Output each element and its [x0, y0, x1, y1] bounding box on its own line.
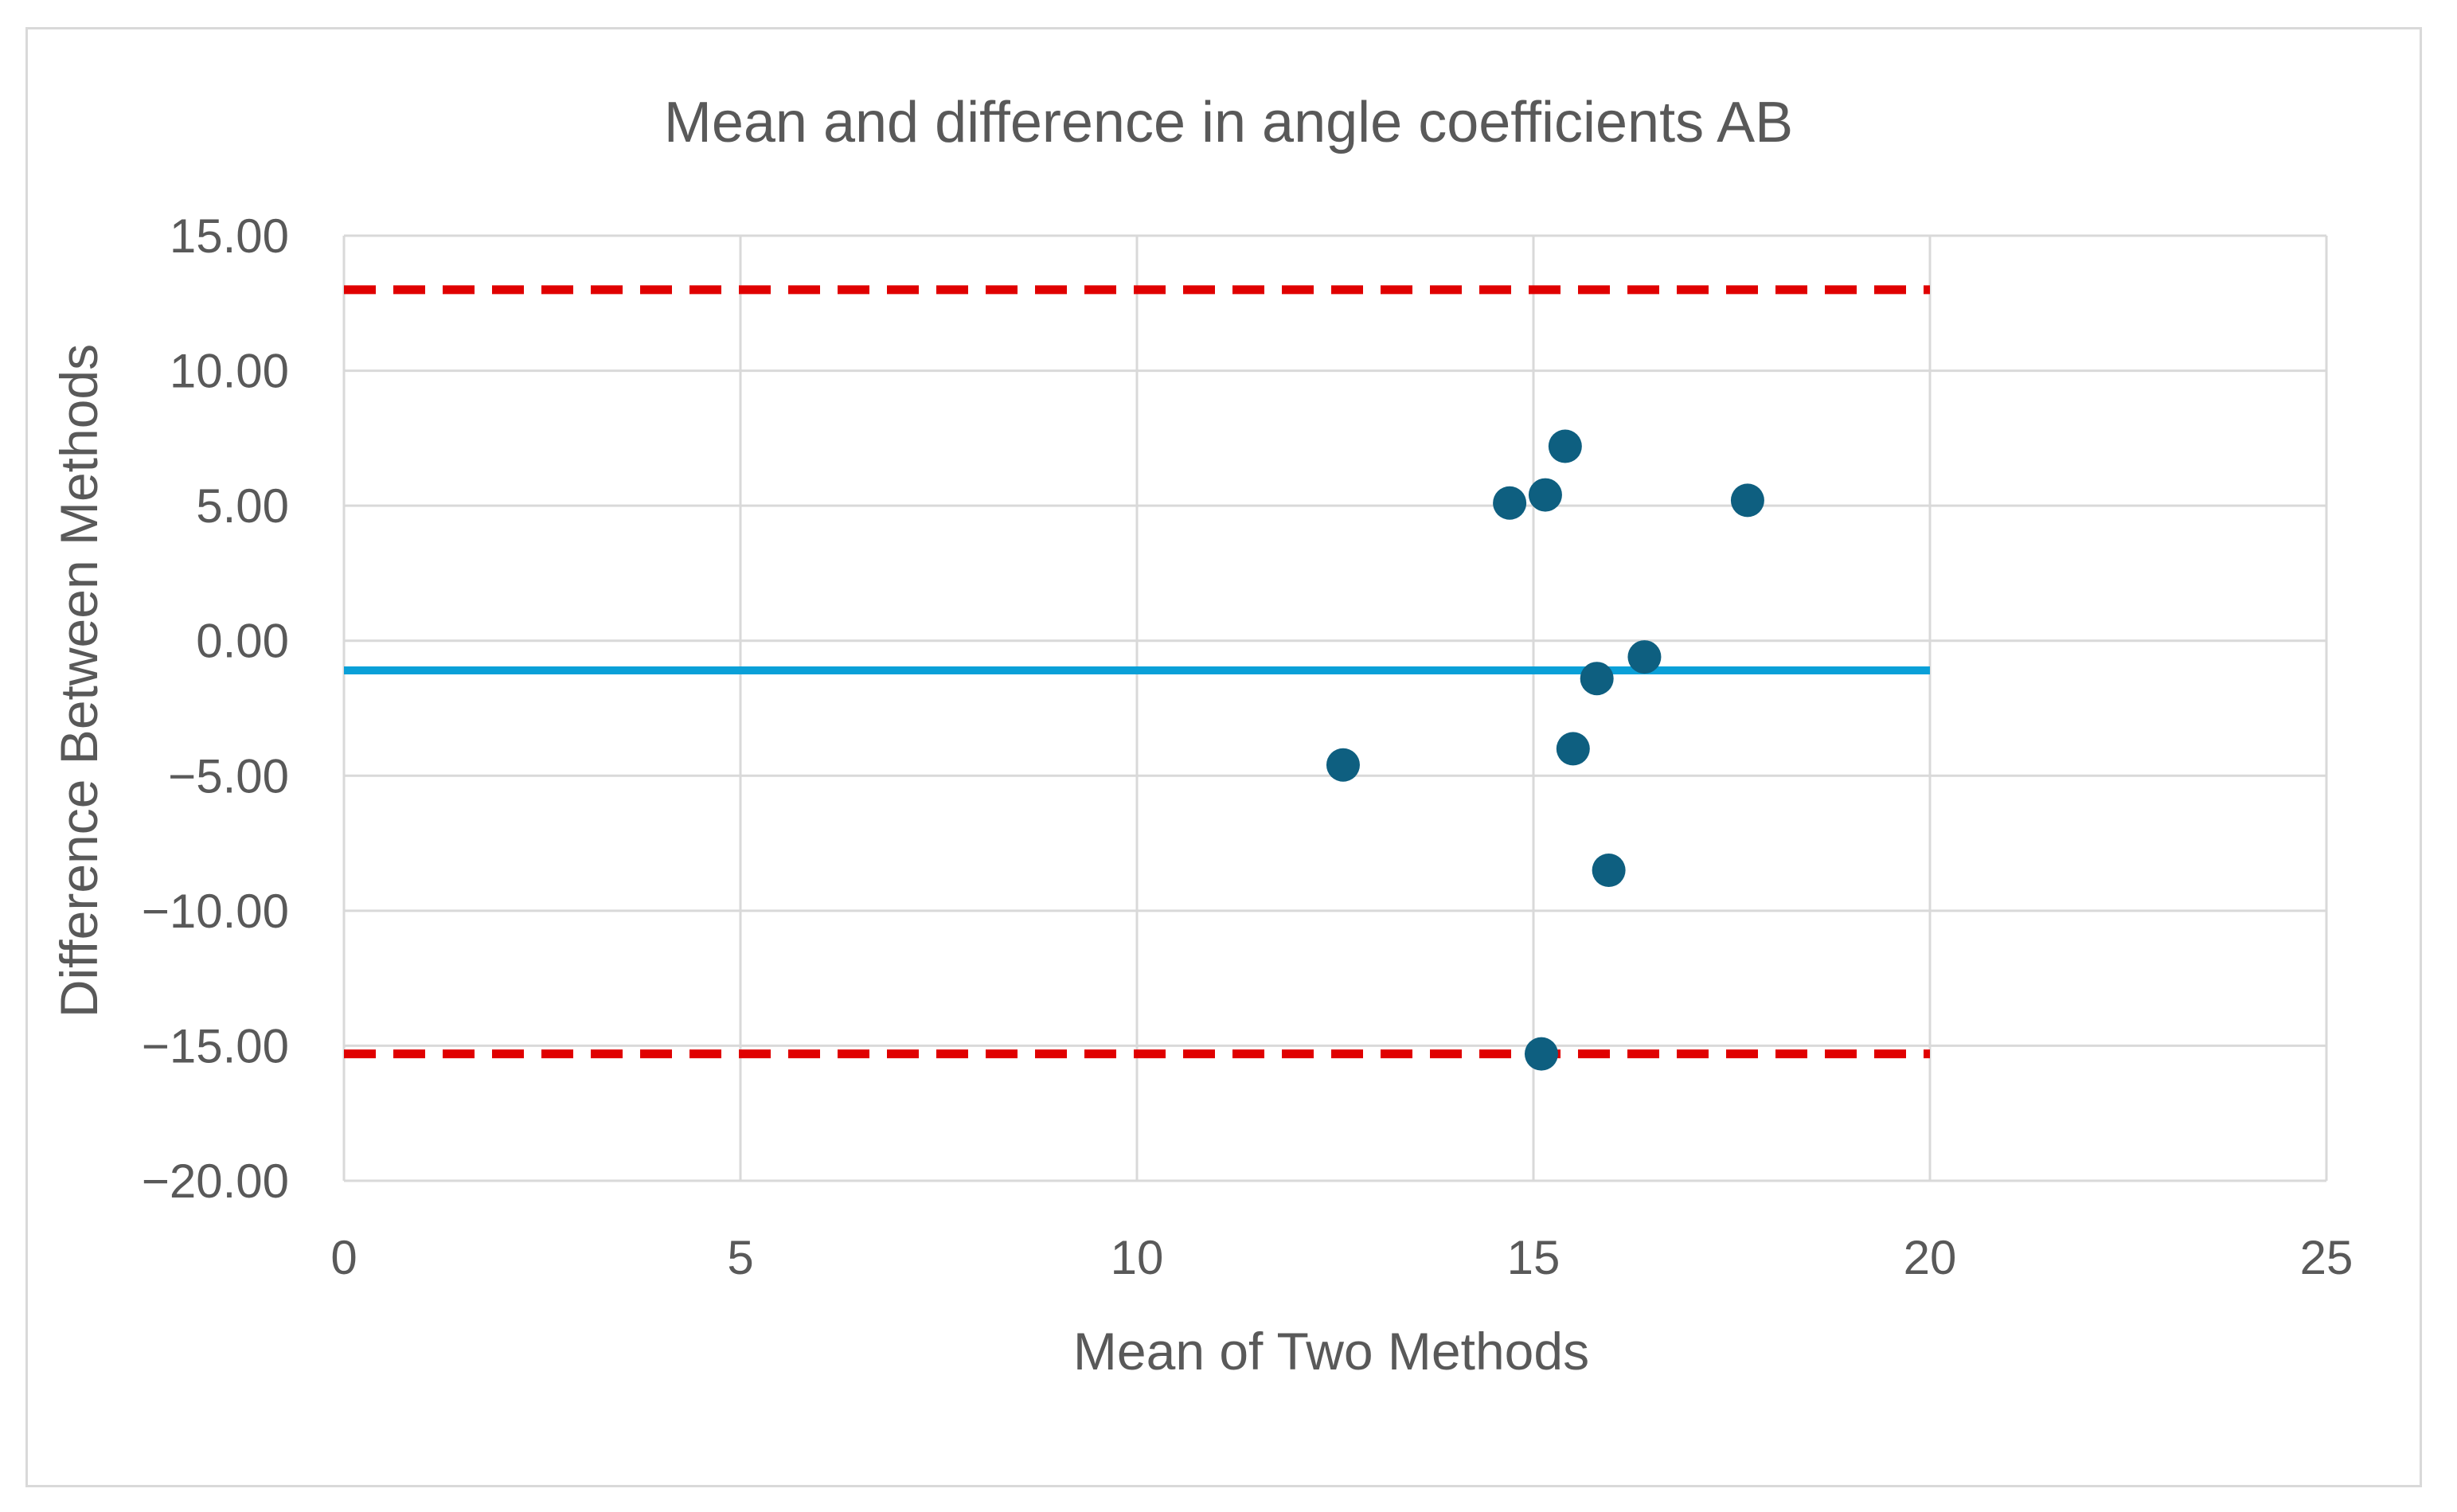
data-point [1524, 1037, 1558, 1071]
y-tick-label: 0.00 [196, 615, 289, 668]
tick-labels: 15.00 10.00 5.00 0.00 −5.00 −10.00 −15.00 −20.0… [142, 209, 2353, 1284]
x-tick-label: 25 [2300, 1231, 2353, 1284]
data-point [1580, 662, 1614, 696]
data-point [1548, 429, 1582, 463]
chart-frame [25, 27, 2422, 1487]
reference-lines [344, 285, 1930, 1059]
y-tick-label: 10.00 [170, 345, 289, 398]
data-point [1493, 486, 1527, 520]
y-tick-label: −15.00 [142, 1019, 289, 1072]
data-point [1528, 478, 1562, 512]
y-tick-label: −5.00 [168, 749, 289, 803]
x-axis-title: Mean of Two Methods [1073, 1322, 1589, 1381]
data-point [1556, 732, 1590, 766]
grid [342, 234, 2328, 1182]
data-point [1326, 748, 1360, 782]
x-tick-label: 5 [727, 1231, 753, 1284]
data-points [1326, 429, 1764, 1071]
data-point [1592, 853, 1626, 887]
x-tick-label: 0 [330, 1231, 357, 1284]
y-tick-label: 5.00 [196, 479, 289, 533]
y-tick-label: 15.00 [170, 209, 289, 263]
chart-title: Mean and difference in angle coefficient… [664, 91, 1793, 154]
x-tick-label: 15 [1507, 1231, 1561, 1284]
x-tick-label: 20 [1904, 1231, 1957, 1284]
y-tick-label: −10.00 [142, 885, 289, 938]
y-axis-title: Difference Between Methods [49, 344, 108, 1018]
x-tick-label: 10 [1111, 1231, 1164, 1284]
data-point [1730, 483, 1764, 518]
data-point [1627, 640, 1662, 674]
y-tick-label: −20.00 [142, 1155, 289, 1208]
